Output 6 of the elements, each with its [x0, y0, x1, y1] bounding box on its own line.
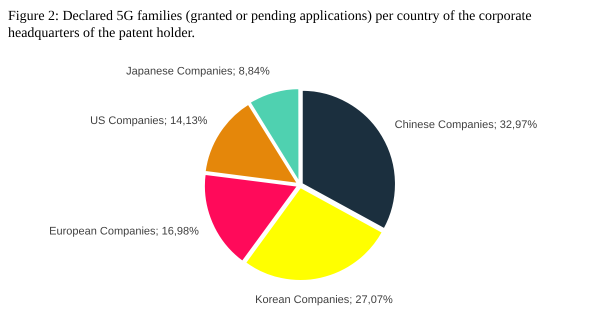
slice-label: Korean Companies; 27,07% [255, 294, 393, 306]
slice-label: European Companies; 16,98% [49, 226, 200, 238]
slice-label: Chinese Companies; 32,97% [394, 118, 538, 131]
slice-label: Japanese Companies; 8,84% [126, 66, 270, 78]
chart-title: Figure 2: Declared 5G families (granted or pending applications) per country of the corporate headquarters of the patent holder. [8, 8, 533, 42]
slice-label: US Companies; 14,13% [90, 115, 208, 128]
